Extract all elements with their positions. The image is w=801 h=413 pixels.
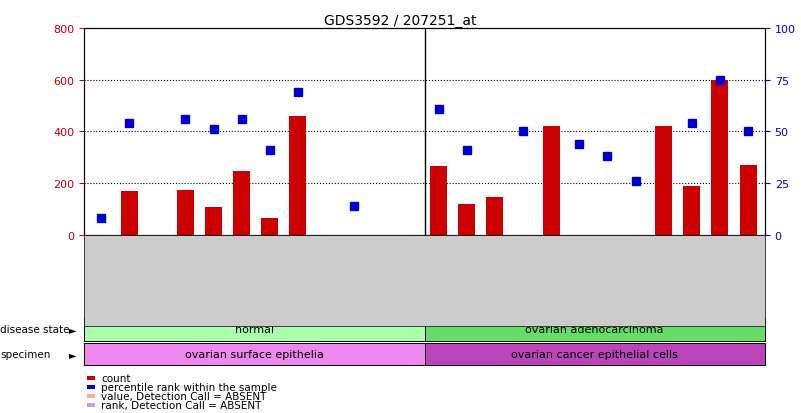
Text: count: count — [101, 373, 131, 383]
Bar — [425, 318, 765, 341]
Bar — [205, 207, 222, 235]
Bar — [261, 218, 278, 235]
Text: ovarian surface epithelia: ovarian surface epithelia — [185, 349, 324, 359]
Text: rank, Detection Call = ABSENT: rank, Detection Call = ABSENT — [101, 400, 261, 410]
Bar — [430, 167, 447, 235]
Bar — [84, 318, 425, 341]
Text: GDS3592 / 207251_at: GDS3592 / 207251_at — [324, 14, 477, 28]
Bar — [486, 198, 503, 235]
Text: percentile rank within the sample: percentile rank within the sample — [101, 382, 277, 392]
Text: ►: ► — [69, 324, 76, 335]
Text: disease state: disease state — [0, 324, 70, 335]
Bar — [458, 204, 475, 235]
Text: ovarian adenocarcinoma: ovarian adenocarcinoma — [525, 324, 664, 335]
Text: ►: ► — [69, 349, 76, 359]
Bar — [177, 190, 194, 235]
Text: ovarian cancer epithelial cells: ovarian cancer epithelial cells — [511, 349, 678, 359]
Bar — [683, 186, 700, 235]
Bar — [739, 166, 756, 235]
Bar — [655, 127, 672, 235]
Bar — [289, 116, 306, 235]
Bar — [121, 192, 138, 235]
Bar — [711, 81, 728, 235]
Bar — [84, 343, 425, 366]
Text: value, Detection Call = ABSENT: value, Detection Call = ABSENT — [101, 391, 266, 401]
Bar — [233, 171, 250, 235]
Bar — [543, 127, 560, 235]
Bar — [425, 343, 765, 366]
Text: normal: normal — [235, 324, 274, 335]
Text: specimen: specimen — [0, 349, 50, 359]
